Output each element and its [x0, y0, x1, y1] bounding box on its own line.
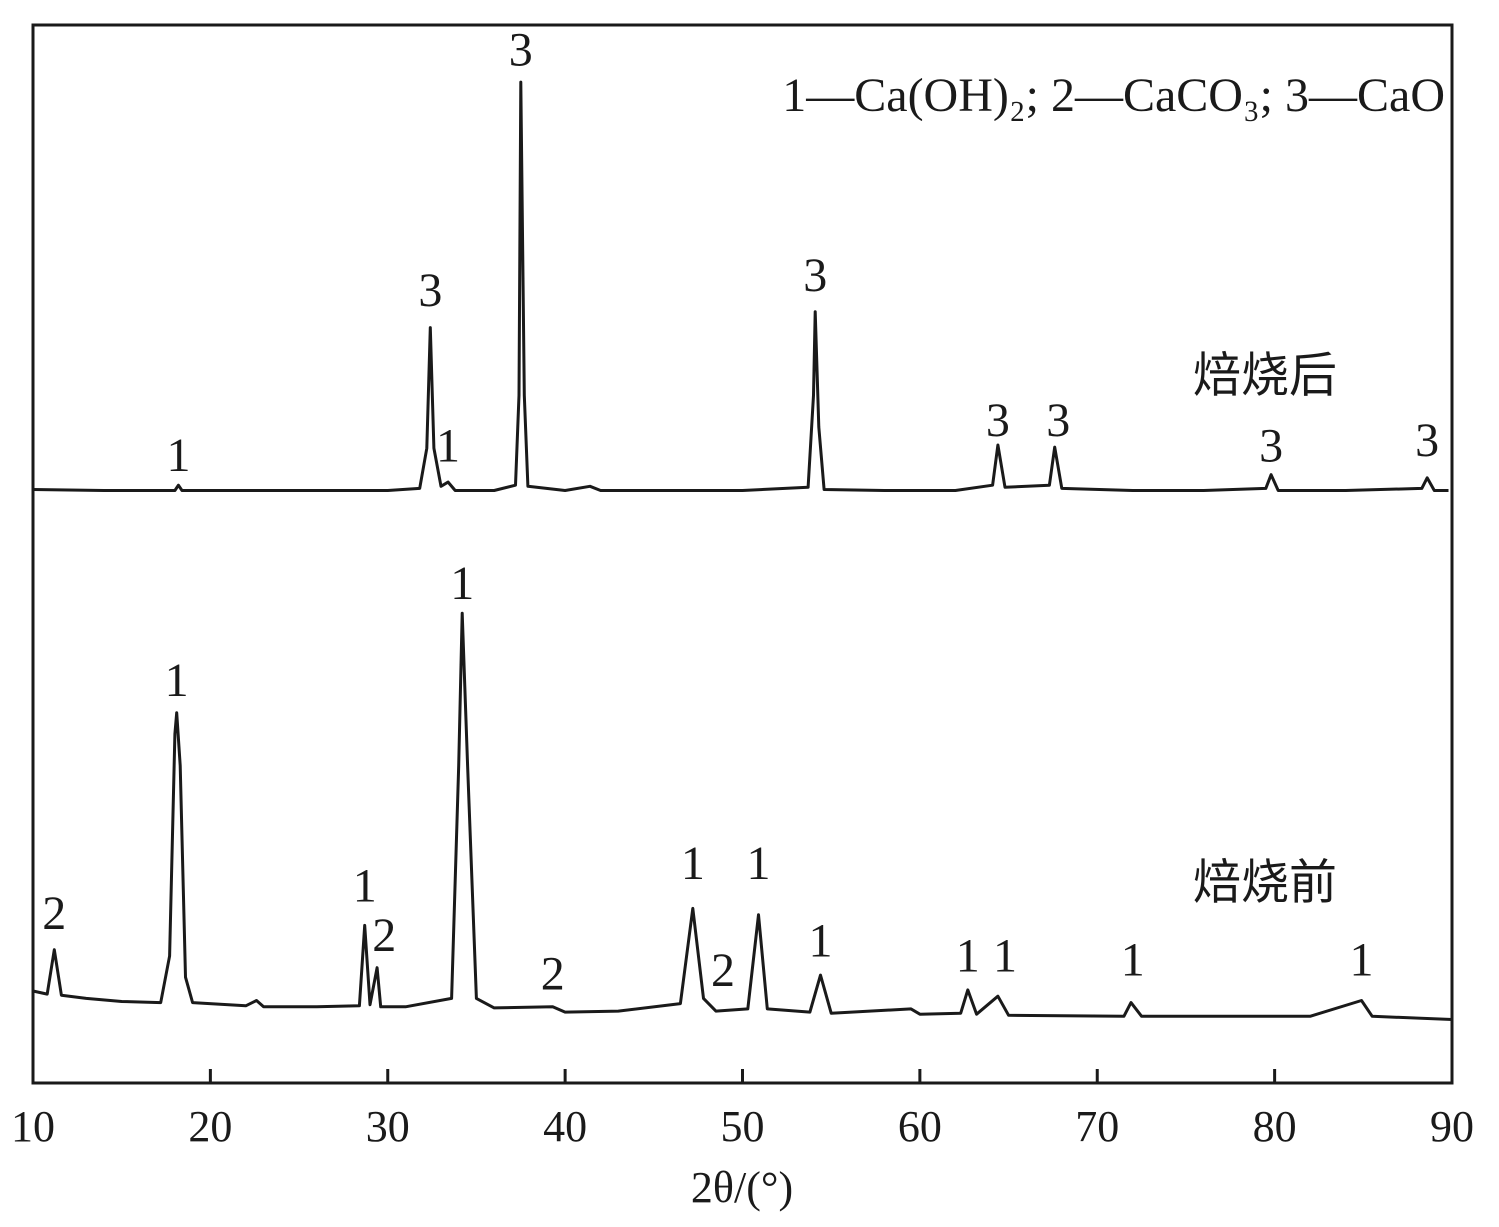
peak-label: 2 [42, 887, 66, 940]
x-tick-label: 80 [1253, 1102, 1297, 1151]
peak-label: 3 [1415, 414, 1439, 467]
xrd-line [32, 80, 1449, 492]
x-tick-label: 20 [188, 1102, 232, 1151]
peak-label: 1 [956, 929, 980, 982]
peak-label: 2 [711, 944, 735, 997]
peak-label: 3 [509, 24, 533, 77]
peak-label: 2 [372, 909, 396, 962]
legend-text: 1—Ca(OH)₂; 2—CaCO₃; 3—CaO [782, 69, 1445, 122]
peak-label: 1 [809, 914, 833, 967]
x-tick-label: 90 [1430, 1102, 1474, 1151]
peak-label: 1 [165, 654, 189, 707]
x-tick-label: 30 [366, 1102, 410, 1151]
xrd-line [32, 611, 1453, 1021]
peak-label: 1 [353, 859, 377, 912]
peak-label: 1 [1350, 934, 1374, 987]
peak-label: 3 [986, 394, 1010, 447]
peak-label: 1 [993, 929, 1017, 982]
plot-frame [31, 23, 1454, 1085]
peak-label: 3 [1046, 394, 1070, 447]
peak-label: 2 [541, 947, 565, 1000]
peak-label: 3 [1259, 419, 1283, 472]
peak-label: 3 [803, 249, 827, 302]
series-label: 焙烧后 [1193, 350, 1337, 403]
x-tick-label: 40 [543, 1102, 587, 1151]
peak-label: 1 [450, 557, 474, 610]
x-tick-label: 70 [1075, 1102, 1119, 1151]
x-axis-label: 2θ/(°) [691, 1163, 793, 1212]
x-tick-label: 10 [11, 1102, 55, 1151]
peak-label: 1 [681, 837, 705, 890]
peak-label: 1 [746, 837, 770, 890]
peak-label: 1 [1121, 934, 1145, 987]
x-tick-label: 50 [721, 1102, 765, 1151]
peak-label: 3 [418, 264, 442, 317]
peak-label: 1 [166, 429, 190, 482]
x-tick-label: 60 [898, 1102, 942, 1151]
peak-label: 1 [436, 419, 460, 472]
series-label: 焙烧前 [1193, 857, 1337, 910]
